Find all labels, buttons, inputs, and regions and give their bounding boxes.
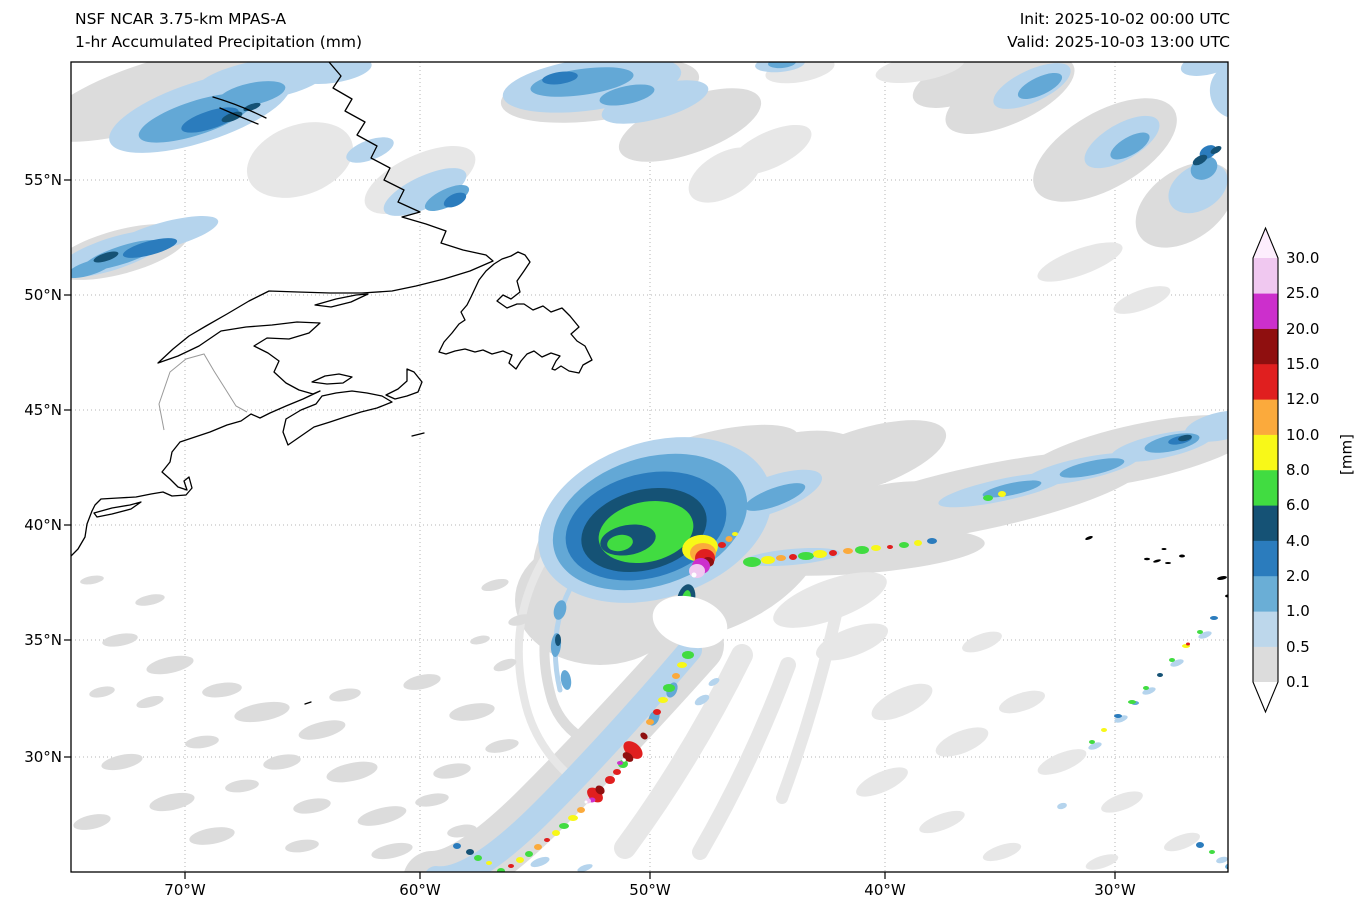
lon-tick-40w: 40°W: [864, 881, 906, 899]
product-title: 1-hr Accumulated Precipitation (mm): [75, 33, 362, 51]
cbar-label-1.0: 1.0: [1286, 602, 1310, 620]
lat-tick-45n: 45°N: [24, 401, 62, 419]
lon-tick-30w: 30°W: [1094, 881, 1136, 899]
lat-tick-50n: 50°N: [24, 286, 62, 304]
valid-time: Valid: 2025-10-03 13:00 UTC: [1007, 33, 1230, 51]
axis-ticks: [64, 179, 1116, 879]
maine-border: [158, 353, 248, 431]
lon-tick-60w: 60°W: [399, 881, 441, 899]
lon-tick-50w: 50°W: [629, 881, 671, 899]
lat-tick-55n: 55°N: [24, 171, 62, 189]
init-time: Init: 2025-10-02 00:00 UTC: [1019, 10, 1230, 28]
colorbar-over-arrow: [1253, 228, 1278, 258]
cbar-label-25.0: 25.0: [1286, 284, 1320, 302]
cbar-label-0.5: 0.5: [1286, 638, 1310, 656]
cbar-label-2.0: 2.0: [1286, 567, 1310, 585]
lon-tick-70w: 70°W: [164, 881, 206, 899]
cbar-label-0.1: 0.1: [1286, 673, 1310, 691]
cbar-label-6.0: 6.0: [1286, 496, 1310, 514]
cbar-label-8.0: 8.0: [1286, 461, 1310, 479]
lat-tick-35n: 35°N: [24, 631, 62, 649]
cbar-label-15.0: 15.0: [1286, 355, 1320, 373]
azores-islands: [1085, 536, 1228, 598]
cbar-label-20.0: 20.0: [1286, 320, 1320, 338]
precip-layer-heavy: [93, 71, 1228, 870]
colorbar-outline: [1252, 226, 1279, 714]
cbar-label-4.0: 4.0: [1286, 532, 1310, 550]
coastlines: [71, 62, 593, 705]
cbar-label-12.0: 12.0: [1286, 390, 1320, 408]
lat-tick-30n: 30°N: [24, 748, 62, 766]
cbar-label-30.0: 30.0: [1286, 249, 1320, 267]
colorbar: [1252, 226, 1279, 714]
convective-cells: [474, 491, 1215, 872]
lat-tick-40n: 40°N: [24, 516, 62, 534]
model-title: NSF NCAR 3.75-km MPAS-A: [75, 10, 287, 28]
colorbar-under-arrow: [1253, 682, 1278, 712]
cbar-label-10.0: 10.0: [1286, 426, 1320, 444]
